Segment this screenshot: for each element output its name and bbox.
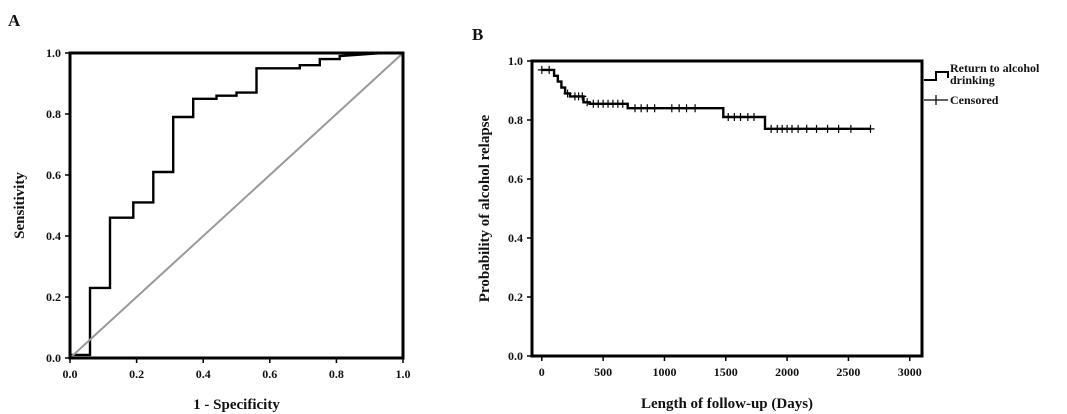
roc-axis-ticks: 0.0 0.2 0.4 0.6 0.8 1.0 0.0 0.2 0.4 0.6 0.8 1.0	[46, 46, 411, 381]
x-tick-label: 1500	[714, 365, 738, 379]
roc-series	[68, 51, 404, 359]
y-tick-label: 0.4	[46, 229, 61, 243]
y-tick-label: 1.0	[46, 46, 61, 60]
censored-mark	[866, 124, 875, 133]
censored-mark	[675, 104, 684, 113]
x-tick-label: 3000	[898, 365, 922, 379]
y-tick-label: 0.2	[46, 290, 61, 304]
censored-mark	[643, 104, 652, 113]
survival-series	[537, 65, 875, 133]
series-line-1	[69, 52, 404, 359]
y-tick-label: 0.2	[508, 290, 523, 304]
censored-mark	[618, 99, 627, 108]
x-tick-label: 1.0	[396, 367, 411, 381]
censored-mark	[545, 65, 554, 74]
censored-mark	[834, 124, 843, 133]
y-tick-label: 0.8	[46, 107, 61, 121]
y-tick-label: 0.6	[508, 172, 523, 186]
roc-x-axis-label: 1 - Specificity	[193, 397, 280, 413]
censored-mark	[578, 92, 587, 101]
legend-censored-marker	[924, 95, 948, 105]
censored-mark	[691, 104, 700, 113]
y-tick-label: 0.0	[46, 351, 61, 365]
y-tick-label: 0.0	[508, 349, 523, 363]
series-line-0	[541, 68, 871, 131]
censored-mark	[736, 113, 745, 122]
censored-mark	[650, 104, 659, 113]
x-tick-label: 2000	[775, 365, 799, 379]
censored-mark	[794, 124, 803, 133]
censored-mark	[563, 89, 572, 98]
censored-mark	[682, 104, 691, 113]
x-tick-label: 2500	[836, 365, 860, 379]
survival-plot-frame	[530, 59, 924, 358]
roc-chart: 0.0 0.2 0.4 0.6 0.8 1.0 0.0 0.2 0.4 0.6 0.8 1.0 1 -…	[12, 46, 411, 413]
survival-x-axis-label: Length of follow-up (Days)	[641, 396, 813, 412]
roc-plot-frame	[68, 51, 405, 360]
y-tick-label: 0.6	[46, 168, 61, 182]
x-tick-label: 0	[539, 365, 545, 379]
censored-mark	[667, 104, 676, 113]
survival-chart: 0 500 1000 1500 2000 2500 3000 0.0 0.2 0.4 0.6 0.8 1…	[477, 54, 1040, 412]
x-tick-label: 500	[594, 365, 612, 379]
legend-return-label-line2: drinking	[950, 73, 995, 87]
censored-mark	[749, 113, 758, 122]
y-tick-label: 0.4	[508, 231, 523, 245]
censored-mark	[583, 98, 592, 107]
x-tick-label: 0.2	[129, 367, 144, 381]
legend-step-marker	[924, 71, 949, 81]
legend-return-label-line1: Return to alcohol	[950, 61, 1040, 75]
roc-y-axis-label: Sensitivity	[12, 172, 28, 239]
panel-b-letter: B	[472, 25, 483, 44]
x-tick-label: 0.0	[63, 367, 78, 381]
survival-legend: Return to alcohol drinking Censored	[924, 61, 1040, 107]
x-tick-label: 0.4	[196, 367, 211, 381]
x-tick-label: 1000	[652, 365, 676, 379]
series-line-0	[68, 51, 403, 358]
censored-mark	[812, 124, 821, 133]
legend-censored-label: Censored	[950, 93, 999, 107]
censored-mark	[823, 124, 832, 133]
x-tick-label: 0.6	[262, 367, 277, 381]
censored-mark	[802, 124, 811, 133]
censored-mark	[846, 124, 855, 133]
panel-a-letter: A	[8, 11, 21, 30]
survival-axis-ticks: 0 500 1000 1500 2000 2500 3000 0.0 0.2 0.4 0.6 0.8 1…	[508, 54, 922, 379]
censored-mark	[537, 65, 546, 74]
y-tick-label: 0.8	[508, 113, 523, 127]
survival-y-axis-label: Probability of alcohol relapse	[477, 114, 493, 302]
y-tick-label: 1.0	[508, 54, 523, 68]
x-tick-label: 0.8	[329, 367, 344, 381]
